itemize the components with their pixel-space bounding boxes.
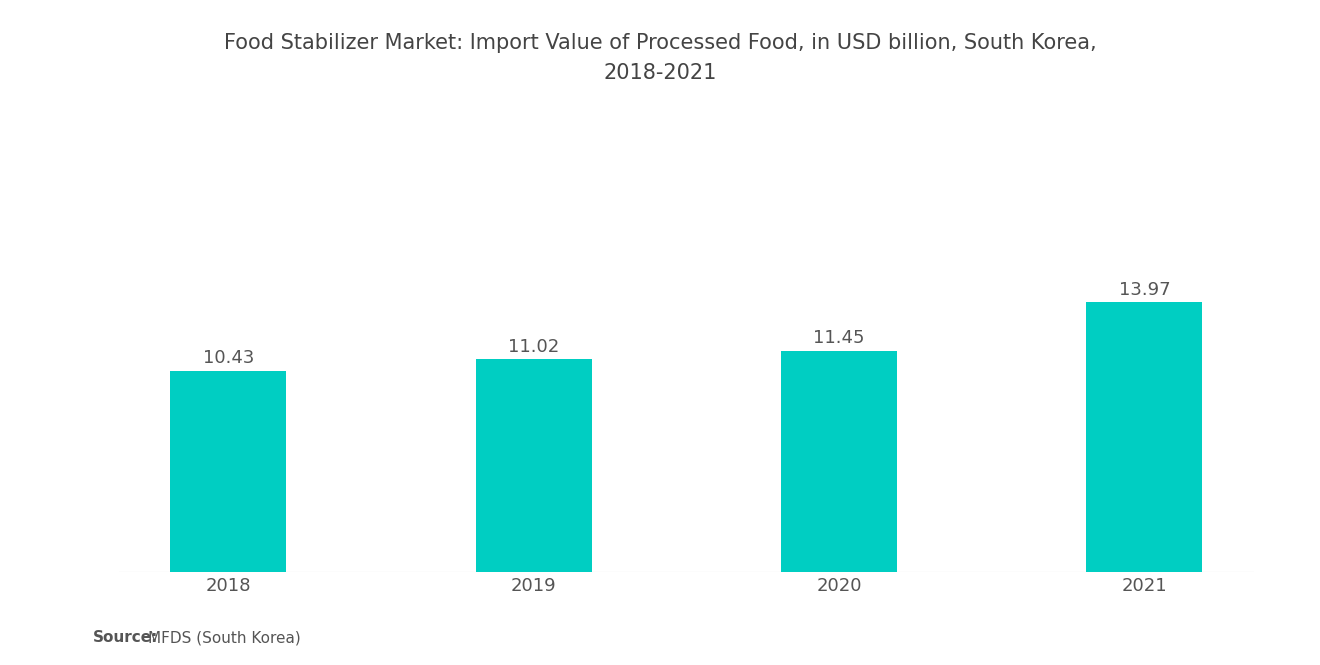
Text: 11.02: 11.02: [508, 338, 560, 356]
Text: MFDS (South Korea): MFDS (South Korea): [148, 630, 301, 645]
Text: Food Stabilizer Market: Import Value of Processed Food, in USD billion, South Ko: Food Stabilizer Market: Import Value of …: [223, 33, 1097, 83]
Bar: [781, 351, 898, 572]
Bar: [475, 359, 591, 572]
Bar: [170, 371, 286, 572]
Text: 11.45: 11.45: [813, 329, 865, 347]
Text: 13.97: 13.97: [1118, 281, 1171, 299]
Text: Source:: Source:: [92, 630, 158, 645]
Bar: [1086, 303, 1203, 572]
Text: 10.43: 10.43: [203, 349, 253, 367]
